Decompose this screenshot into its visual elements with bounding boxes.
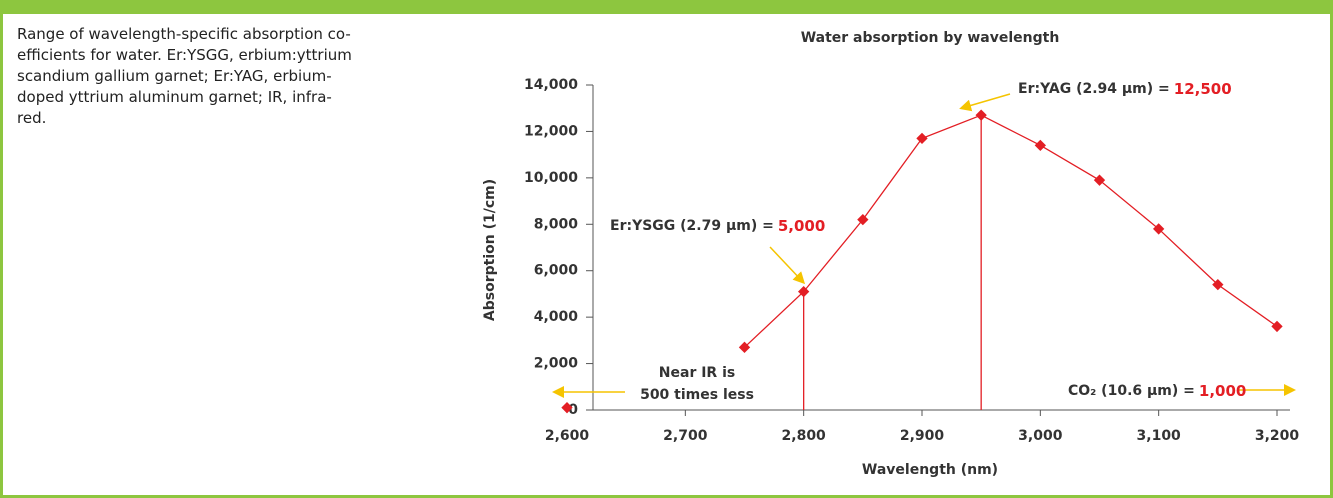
data-point <box>1093 174 1106 186</box>
arrow <box>769 246 806 285</box>
y-tick-label: 12,000 <box>524 123 578 139</box>
annotation: CO₂ (10.6 μm) = 1,000 <box>1068 382 1246 400</box>
caption-line: scandium gallium garnet; Er:YAG, erbium- <box>17 67 332 85</box>
data-point <box>1271 320 1283 333</box>
annotation: Er:YAG (2.94 μm) = 12,500 <box>1018 80 1232 98</box>
x-tick-label: 2,600 <box>545 428 590 444</box>
y-tick-label: 2,000 <box>534 356 579 372</box>
data-point <box>975 109 987 121</box>
annotation-text: Near IR is <box>659 365 735 381</box>
arrow <box>959 93 1011 112</box>
y-tick-label: 6,000 <box>534 263 579 279</box>
x-tick-label: 2,800 <box>782 428 827 444</box>
data-point <box>916 132 928 145</box>
annotation-text: CO₂ (10.6 μm) = <box>1068 383 1195 399</box>
caption-line: Range of wavelength-specific absorption … <box>17 25 351 43</box>
x-axis-label: Wavelength (nm) <box>862 462 998 478</box>
y-tick-label: 10,000 <box>524 170 578 186</box>
chart-title: Water absorption by wavelength <box>801 30 1060 46</box>
data-point <box>1153 223 1165 235</box>
x-tick-label: 3,000 <box>1018 428 1063 444</box>
data-line <box>744 114 1278 348</box>
annotation-highlight: 12,500 <box>1174 80 1232 98</box>
x-tick-label: 3,100 <box>1137 428 1182 444</box>
annotation-highlight: 500 times less <box>640 387 754 403</box>
annotation-text: Er:YSGG (2.79 μm) = <box>610 218 774 234</box>
y-axis-label: Absorption (1/cm) <box>482 179 498 321</box>
y-tick-label: 0 <box>568 402 578 418</box>
data-point <box>738 341 751 353</box>
caption-line: doped yttrium aluminum garnet; IR, infra… <box>17 88 332 106</box>
chart: Water absorption by wavelength Wavelengt… <box>482 30 1300 478</box>
y-tick-label: 4,000 <box>534 309 579 325</box>
x-tick-label: 3,200 <box>1255 428 1300 444</box>
y-tick-label: 8,000 <box>534 216 579 232</box>
caption-line: efficients for water. Er:YSGG, erbium:yt… <box>17 46 352 64</box>
data-point <box>798 285 810 298</box>
data-point <box>1212 278 1224 291</box>
data-point <box>561 402 573 414</box>
data-point <box>857 213 869 226</box>
y-tick-label: 14,000 <box>524 77 578 93</box>
annotation-text: Er:YAG (2.94 μm) = <box>1018 81 1170 97</box>
caption-line: red. <box>17 109 47 127</box>
x-tick-label: 2,700 <box>663 428 708 444</box>
annotation-highlight: 1,000 <box>1199 382 1246 400</box>
data-point <box>1034 139 1046 152</box>
annotation-highlight: 5,000 <box>778 217 825 235</box>
x-tick-label: 2,900 <box>900 428 945 444</box>
annotation: Er:YSGG (2.79 μm) = 5,000 <box>610 217 825 235</box>
caption: Range of wavelength-specific absorption … <box>17 24 437 129</box>
